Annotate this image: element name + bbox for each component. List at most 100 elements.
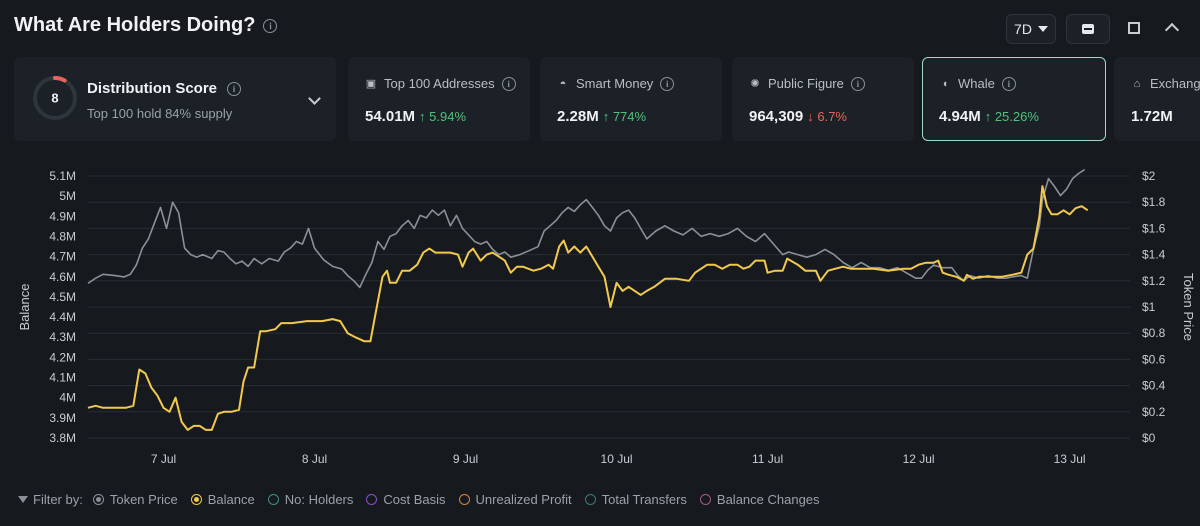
y2-tick-label: $1.2 bbox=[1142, 274, 1166, 288]
y-tick-label: 4.8M bbox=[49, 229, 76, 243]
x-tick-label: 13 Jul bbox=[1054, 452, 1086, 466]
legend-label: No: Holders bbox=[284, 492, 354, 507]
y-tick-label: 4M bbox=[59, 391, 76, 405]
y-tick-label: 3.9M bbox=[49, 411, 76, 425]
legend-item[interactable]: Unrealized Profit bbox=[458, 492, 572, 507]
card-change: ↓ 6.7% bbox=[807, 109, 847, 124]
card-label: Exchange bbox=[1150, 76, 1200, 91]
info-icon[interactable]: i bbox=[660, 76, 675, 91]
legend-item[interactable]: No: Holders bbox=[267, 492, 354, 507]
info-icon[interactable]: i bbox=[227, 81, 242, 96]
y-tick-label: 4.5M bbox=[49, 290, 76, 304]
legend-marker bbox=[267, 494, 279, 505]
y-axis-label: Balance bbox=[17, 284, 32, 331]
card-change: ↑ 25.26% bbox=[984, 109, 1039, 124]
legend-label: Token Price bbox=[109, 492, 178, 507]
fullscreen-icon bbox=[1128, 22, 1140, 34]
chevron-down-icon[interactable] bbox=[308, 92, 321, 105]
series-line-balance bbox=[87, 185, 1089, 431]
legend-item[interactable]: Balance bbox=[190, 492, 255, 507]
card-value: 964,309 bbox=[749, 108, 804, 125]
card-label: Whale bbox=[958, 76, 995, 91]
y2-tick-label: $1.4 bbox=[1142, 248, 1166, 262]
filter-icon bbox=[18, 496, 28, 503]
exchange-icon: ⌂ bbox=[1133, 77, 1141, 90]
info-icon[interactable]: i bbox=[1001, 76, 1016, 91]
legend-label: Balance Changes bbox=[716, 492, 820, 507]
legend-label: Unrealized Profit bbox=[475, 492, 572, 507]
y2-tick-label: $0.2 bbox=[1142, 405, 1166, 419]
card-value: 4.94M bbox=[939, 108, 981, 125]
distribution-score-card[interactable]: 8 Distribution Score i Top 100 hold 84% … bbox=[14, 57, 336, 141]
page-title: What Are Holders Doing? bbox=[14, 14, 256, 36]
y2-tick-label: $0.8 bbox=[1142, 326, 1166, 340]
x-tick-label: 9 Jul bbox=[453, 452, 478, 466]
distribution-subtitle: Top 100 hold 84% supply bbox=[87, 106, 233, 121]
legend-marker bbox=[584, 494, 596, 505]
fullscreen-button[interactable] bbox=[1120, 14, 1148, 42]
y-tick-label: 5M bbox=[59, 189, 76, 203]
collapse-button[interactable] bbox=[1158, 14, 1186, 42]
legend-item[interactable]: Total Transfers bbox=[584, 492, 687, 507]
y2-tick-label: $1 bbox=[1142, 300, 1156, 314]
x-tick-label: 8 Jul bbox=[302, 452, 327, 466]
card-exchange[interactable]: ⌂ Exchange 1.72M bbox=[1114, 57, 1200, 141]
legend-marker bbox=[92, 494, 104, 505]
y-tick-label: 4.2M bbox=[49, 350, 76, 364]
x-tick-label: 12 Jul bbox=[903, 452, 935, 466]
legend-label: Balance bbox=[207, 492, 255, 507]
card-smart-money[interactable]: ◓ Smart Money i 2.28M ↑ 774% bbox=[540, 57, 722, 141]
calendar-button[interactable] bbox=[1066, 14, 1110, 44]
public-figure-icon: ✺ bbox=[750, 77, 760, 90]
smart-money-icon: ◓ bbox=[559, 77, 567, 90]
y-tick-label: 4.9M bbox=[49, 209, 76, 223]
distribution-score-title: Distribution Score i bbox=[87, 80, 242, 97]
filter-text: Filter by: bbox=[33, 492, 83, 507]
wallet-icon: ▣ bbox=[365, 77, 377, 90]
time-range-dropdown[interactable]: 7D bbox=[1006, 14, 1056, 44]
header: What Are Holders Doing? i bbox=[14, 14, 278, 37]
whale-icon: ◖ bbox=[941, 77, 949, 90]
info-icon[interactable]: i bbox=[263, 18, 278, 33]
card-top-100-addresses[interactable]: ▣ Top 100 Addresses i 54.01M ↑ 5.94% bbox=[348, 57, 530, 141]
holders-chart: $2 $1.8 $1.6 $1.4 $1.2 $1 $0.8 $0.6 $0.4 $0.2 $0 5.… bbox=[17, 168, 1196, 466]
card-label: Top 100 Addresses bbox=[384, 76, 495, 91]
filter-label: Filter by: bbox=[18, 492, 83, 507]
y2-tick-label: $0.4 bbox=[1142, 379, 1166, 393]
series-line-token-price bbox=[87, 168, 1086, 289]
chart-legend: Filter by: Token Price Balance No: Holders… bbox=[18, 492, 833, 507]
distribution-score-value: 8 bbox=[51, 91, 58, 106]
y2-tick-label: $0 bbox=[1142, 431, 1156, 445]
distribution-gauge: 8 bbox=[33, 75, 77, 120]
y2-tick-label: $0.6 bbox=[1142, 352, 1166, 366]
calendar-icon bbox=[1082, 24, 1094, 34]
card-public-figure[interactable]: ✺ Public Figure i 964,309 ↓ 6.7% bbox=[732, 57, 914, 141]
legend-marker bbox=[366, 494, 378, 505]
card-change: ↑ 774% bbox=[602, 109, 647, 124]
info-icon[interactable]: i bbox=[850, 76, 865, 91]
distribution-score-label: Distribution Score bbox=[87, 80, 218, 97]
card-label: Public Figure bbox=[768, 76, 844, 91]
legend-item[interactable]: Cost Basis bbox=[366, 492, 446, 507]
y-tick-label: 4.7M bbox=[49, 250, 76, 264]
card-value: 54.01M bbox=[365, 108, 416, 125]
y2-tick-label: $1.8 bbox=[1142, 195, 1166, 209]
x-tick-label: 7 Jul bbox=[151, 452, 176, 466]
y-tick-label: 4.6M bbox=[49, 270, 76, 284]
chart-controls: 7D bbox=[1006, 14, 1186, 44]
y-tick-label: 4.1M bbox=[49, 371, 76, 385]
info-icon[interactable]: i bbox=[501, 76, 516, 91]
legend-marker bbox=[699, 494, 711, 505]
legend-marker bbox=[190, 494, 202, 505]
card-label: Smart Money bbox=[576, 76, 654, 91]
card-whale[interactable]: ◖ Whale i 4.94M ↑ 25.26% bbox=[922, 57, 1106, 141]
y-tick-label: 5.1M bbox=[49, 169, 76, 183]
chevron-up-icon bbox=[1164, 22, 1180, 38]
legend-marker bbox=[458, 494, 470, 505]
card-value: 2.28M bbox=[557, 108, 599, 125]
legend-item[interactable]: Balance Changes bbox=[699, 492, 820, 507]
holder-cards: 8 Distribution Score i Top 100 hold 84% … bbox=[14, 57, 1200, 143]
chevron-down-icon bbox=[1037, 26, 1048, 32]
y-tick-label: 3.8M bbox=[49, 431, 76, 445]
legend-item[interactable]: Token Price bbox=[92, 492, 178, 507]
